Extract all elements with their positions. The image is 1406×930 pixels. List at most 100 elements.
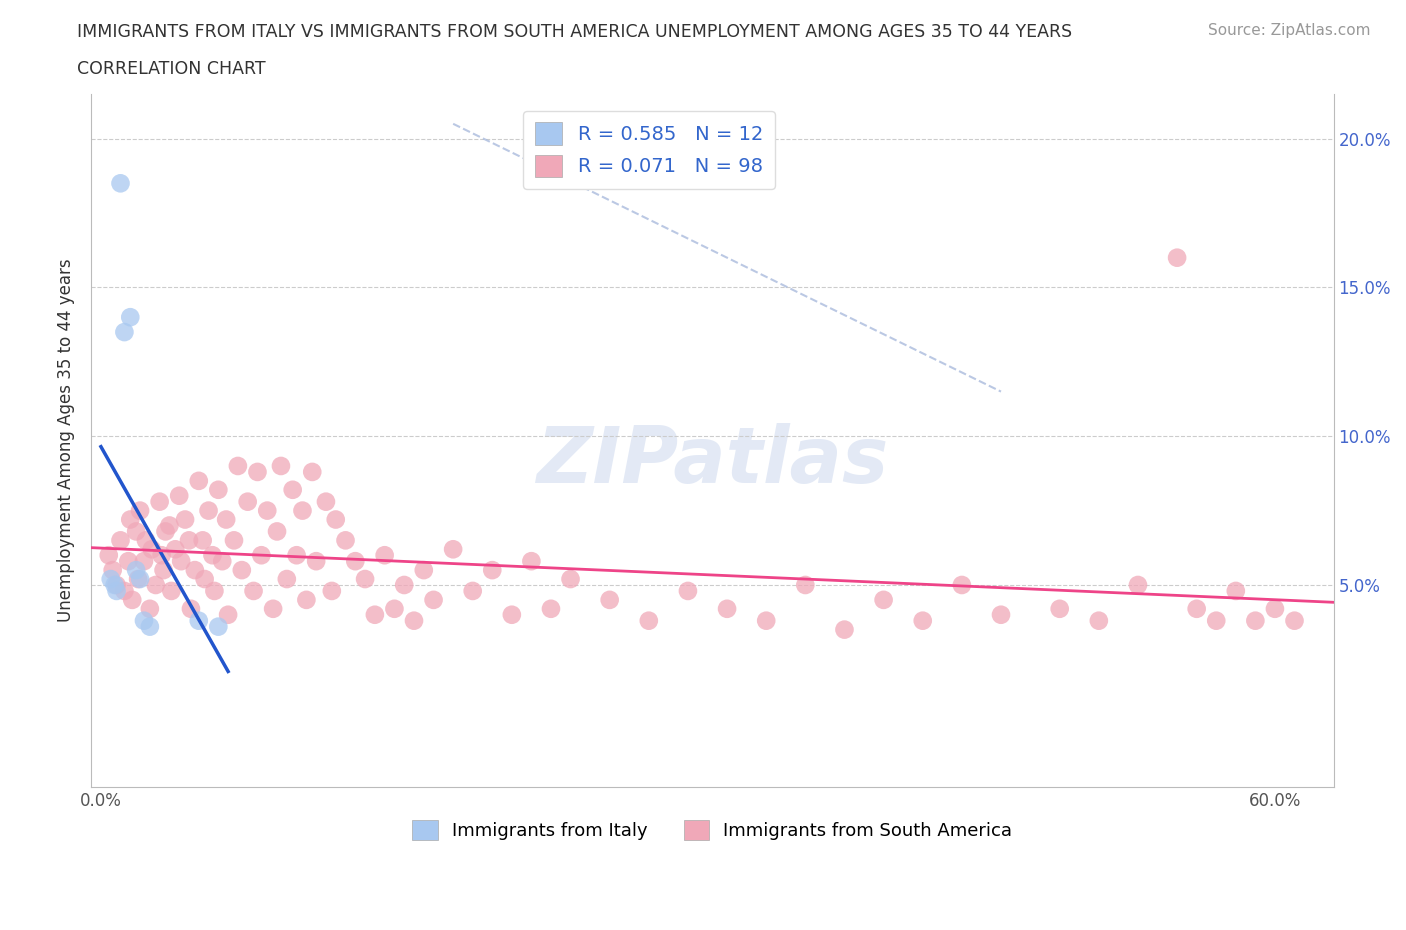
Point xyxy=(481,563,503,578)
Point xyxy=(364,607,387,622)
Point xyxy=(112,583,135,598)
Point xyxy=(141,542,163,557)
Point xyxy=(105,578,128,592)
Point xyxy=(1284,613,1306,628)
Point xyxy=(170,553,193,568)
Point xyxy=(120,512,142,527)
Point xyxy=(231,563,253,578)
Point xyxy=(184,563,207,578)
Point xyxy=(354,572,377,587)
Point xyxy=(716,602,738,617)
Point xyxy=(246,464,269,479)
Point xyxy=(321,583,343,598)
Point xyxy=(117,553,139,568)
Point xyxy=(1264,602,1286,617)
Point xyxy=(441,542,464,557)
Point xyxy=(281,483,304,498)
Point xyxy=(101,563,124,578)
Point xyxy=(132,613,155,628)
Point xyxy=(834,622,856,637)
Point xyxy=(256,503,278,518)
Point xyxy=(1244,613,1267,628)
Point xyxy=(305,553,328,568)
Point xyxy=(104,578,127,592)
Point xyxy=(950,578,973,592)
Y-axis label: Unemployment Among Ages 35 to 44 years: Unemployment Among Ages 35 to 44 years xyxy=(58,259,75,622)
Point xyxy=(276,572,298,587)
Point xyxy=(911,613,934,628)
Point xyxy=(110,533,132,548)
Point xyxy=(344,553,367,568)
Point xyxy=(187,473,209,488)
Point xyxy=(325,512,347,527)
Point xyxy=(1049,602,1071,617)
Point xyxy=(270,458,292,473)
Point xyxy=(501,607,523,622)
Point xyxy=(301,464,323,479)
Point xyxy=(97,548,120,563)
Point xyxy=(129,572,152,587)
Point xyxy=(167,488,190,503)
Point xyxy=(222,533,245,548)
Point xyxy=(1166,250,1188,265)
Point xyxy=(1088,613,1111,628)
Point xyxy=(197,503,219,518)
Point xyxy=(599,592,621,607)
Point xyxy=(110,176,132,191)
Point xyxy=(755,613,778,628)
Point xyxy=(155,524,177,538)
Point xyxy=(990,607,1012,622)
Point xyxy=(374,548,396,563)
Point xyxy=(402,613,425,628)
Point xyxy=(129,503,152,518)
Point xyxy=(242,583,264,598)
Point xyxy=(180,602,202,617)
Point xyxy=(236,494,259,509)
Point xyxy=(335,533,357,548)
Point xyxy=(204,583,226,598)
Point xyxy=(177,533,200,548)
Point xyxy=(112,325,135,339)
Point xyxy=(139,602,162,617)
Point xyxy=(540,602,562,617)
Point xyxy=(262,602,284,617)
Point xyxy=(125,563,148,578)
Point xyxy=(637,613,659,628)
Point xyxy=(125,524,148,538)
Point xyxy=(285,548,308,563)
Point xyxy=(215,512,238,527)
Point xyxy=(794,578,817,592)
Point xyxy=(422,592,444,607)
Text: Source: ZipAtlas.com: Source: ZipAtlas.com xyxy=(1208,23,1371,38)
Point xyxy=(150,548,173,563)
Point xyxy=(392,578,415,592)
Point xyxy=(157,518,180,533)
Point xyxy=(187,613,209,628)
Point xyxy=(149,494,172,509)
Text: CORRELATION CHART: CORRELATION CHART xyxy=(77,60,266,78)
Point xyxy=(120,310,142,325)
Point xyxy=(127,572,149,587)
Point xyxy=(226,458,249,473)
Point xyxy=(412,563,434,578)
Point xyxy=(201,548,224,563)
Point xyxy=(174,512,197,527)
Point xyxy=(160,583,183,598)
Point xyxy=(105,583,128,598)
Point xyxy=(100,572,122,587)
Point xyxy=(217,607,239,622)
Point xyxy=(250,548,273,563)
Point xyxy=(207,483,229,498)
Point xyxy=(315,494,337,509)
Legend: Immigrants from Italy, Immigrants from South America: Immigrants from Italy, Immigrants from S… xyxy=(405,812,1019,847)
Point xyxy=(1126,578,1149,592)
Point xyxy=(121,592,143,607)
Point xyxy=(1185,602,1208,617)
Point xyxy=(132,553,155,568)
Point xyxy=(211,553,233,568)
Point xyxy=(145,578,167,592)
Point xyxy=(194,572,217,587)
Point xyxy=(139,619,162,634)
Text: IMMIGRANTS FROM ITALY VS IMMIGRANTS FROM SOUTH AMERICA UNEMPLOYMENT AMONG AGES 3: IMMIGRANTS FROM ITALY VS IMMIGRANTS FROM… xyxy=(77,23,1073,41)
Point xyxy=(872,592,894,607)
